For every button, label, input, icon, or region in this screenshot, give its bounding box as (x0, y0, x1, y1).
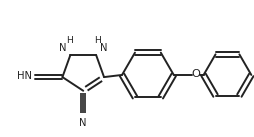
Text: N: N (79, 119, 87, 129)
Text: N: N (100, 43, 107, 53)
Text: HN: HN (17, 71, 31, 81)
Text: O: O (190, 69, 199, 79)
Text: H: H (93, 36, 100, 45)
Text: H: H (66, 36, 73, 45)
Text: N: N (59, 43, 66, 53)
